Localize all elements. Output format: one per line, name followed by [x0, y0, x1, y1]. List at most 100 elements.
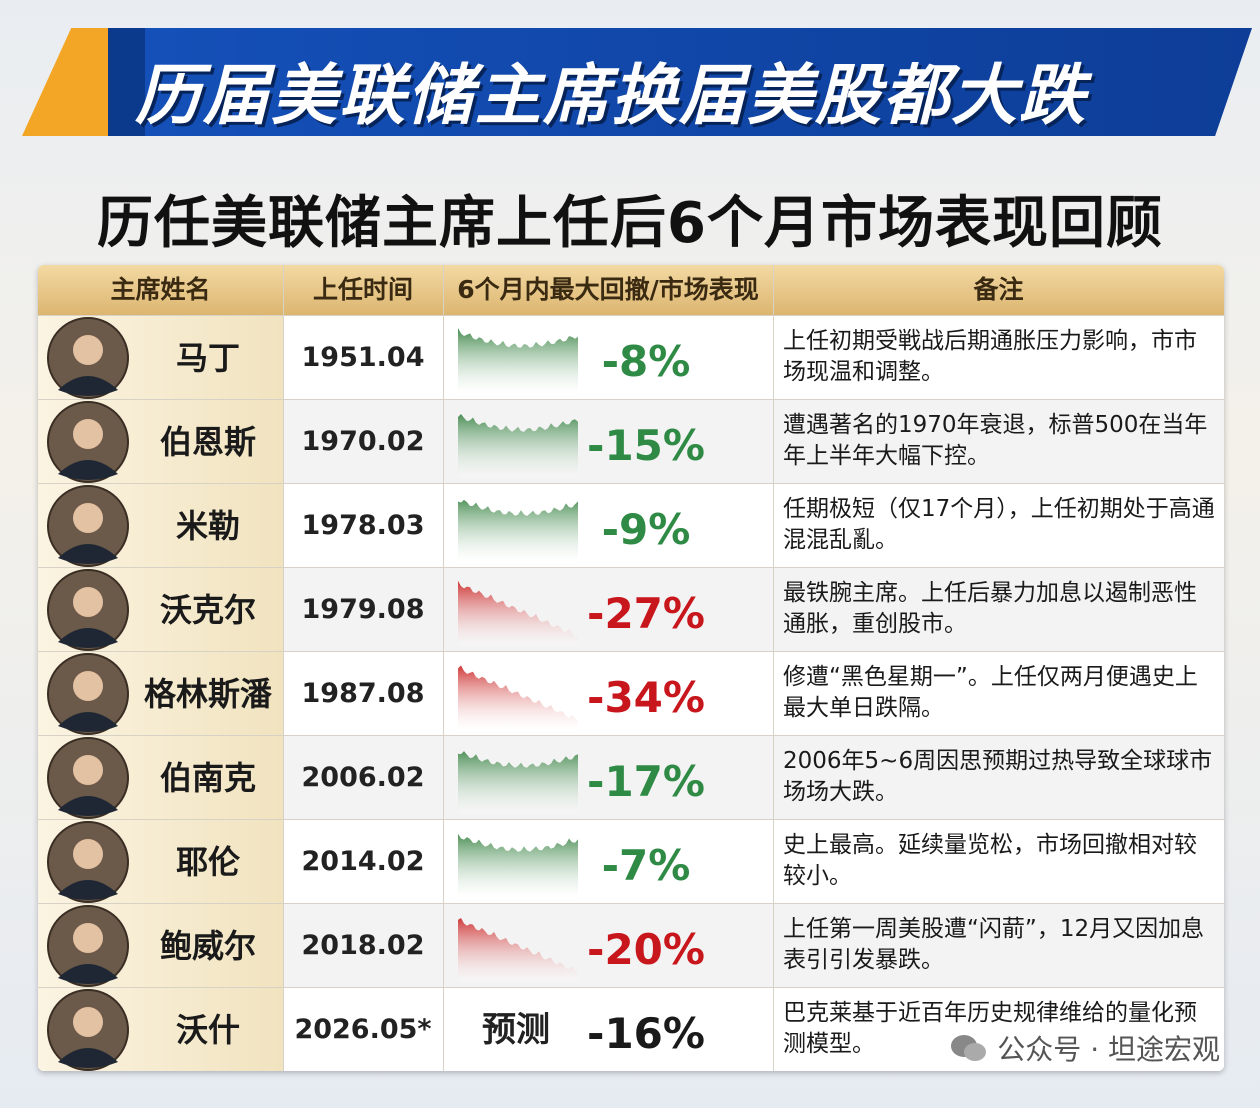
start-date: 1970.02: [301, 426, 425, 457]
watermark: 公众号 · 坦途宏观: [949, 1028, 1220, 1068]
table-row: 格林斯潘 1987.08 -34% 修遭“黑色星期一”。上任仅两月便遇史上最大单日跌隔…: [38, 651, 1224, 736]
table-row: 伯南克 2006.02 -17% 2006年5~6周因思预期过热导致全球球市场场大跌。: [38, 735, 1224, 820]
watermark-text: 公众号 · 坦途宏观: [997, 1033, 1220, 1066]
portrait: [47, 653, 129, 735]
portrait-suit: [58, 964, 118, 984]
change: -16%: [587, 1009, 705, 1058]
sparkline: [458, 912, 578, 982]
note: 最铁腕主席。上任后暴力加息以遏制恶性通胀，重创股市。: [783, 580, 1197, 637]
portrait: [47, 485, 129, 567]
portrait-suit: [58, 880, 118, 900]
banner-title: 历届美联储主席换届美股都大跌: [135, 57, 1087, 134]
header-row: 主席姓名 上任时间 6个月内最大回撤/市场表现 备注: [38, 265, 1224, 315]
banner: [22, 28, 1252, 136]
portrait-suit: [58, 712, 118, 732]
chair-name: 伯恩斯: [159, 423, 256, 461]
start-date: 1979.08: [301, 594, 425, 625]
change: -17%: [587, 757, 705, 806]
chair-name: 鲍威尔: [159, 927, 256, 965]
column-divider: [443, 265, 444, 1071]
forecast-label: 预测: [482, 1010, 550, 1050]
start-date: 2006.02: [301, 762, 425, 793]
sparkline-area: [458, 576, 578, 646]
sparkline-area: [458, 408, 578, 478]
note: 遭遇著名的1970年衰退，标普500在当年年上半年大幅下控。: [783, 412, 1208, 469]
chair-name: 耶伦: [175, 843, 240, 881]
header-cell: 上任时间: [312, 275, 413, 304]
table-row: 马丁 1951.04 -8% 上任初期受戦战后期通胀压力影响，市市场现温和调整。: [38, 315, 1224, 400]
chair-name: 格林斯潘: [143, 675, 272, 713]
start-date: 2026.05*: [294, 1014, 432, 1045]
portrait-face: [73, 671, 103, 701]
table-row: 鲍威尔 2018.02 -20% 上任第一周美股遭“闪葥”，12月又因加息表引引发暴跌…: [38, 903, 1224, 988]
table-row: 伯恩斯 1970.02 -15% 遭遇著名的1970年衰退，标普500在当年年上半年大…: [38, 399, 1224, 484]
portrait: [47, 317, 129, 399]
sparkline: [458, 492, 578, 562]
portrait: [47, 569, 129, 651]
portrait-face: [73, 335, 103, 365]
header-cell: 备注: [973, 275, 1024, 304]
header-cell: 主席姓名: [110, 275, 211, 304]
change: -34%: [587, 673, 705, 722]
sparkline-area: [458, 660, 578, 730]
chair-name: 马丁: [175, 339, 240, 377]
portrait-suit: [58, 628, 118, 648]
table-row: 耶伦 2014.02 -7% 史上最高。延续量览松，市场回撤相对较较小。: [38, 819, 1224, 904]
table-row: 沃克尔 1979.08 -27% 最铁腕主席。上任后暴力加息以遏制恶性通胀，重创股市。: [38, 567, 1224, 652]
note: 修遭“黑色星期一”。上任仅两月便遇史上最大单日跌隔。: [783, 664, 1198, 721]
chair-name: 米勒: [175, 507, 240, 545]
portrait-face: [73, 419, 103, 449]
portrait-face: [73, 503, 103, 533]
header-cell: 6个月内最大回撤/市场表现: [457, 275, 759, 304]
portrait: [47, 821, 129, 903]
sparkline: [458, 660, 578, 730]
change: -7%: [601, 841, 691, 890]
start-date: 1987.08: [301, 678, 425, 709]
portrait-face: [73, 1007, 103, 1037]
change: -15%: [587, 421, 705, 470]
portrait-suit: [58, 1048, 118, 1068]
change: -20%: [587, 925, 705, 974]
start-date: 1951.04: [301, 342, 425, 373]
portrait-suit: [58, 796, 118, 816]
subtitle: 历任美联储主席上任后6个月市场表现回顾: [97, 191, 1163, 256]
change: -27%: [587, 589, 705, 638]
portrait-suit: [58, 544, 118, 564]
note: 史上最高。延续量览松，市场回撤相对较较小。: [783, 832, 1197, 889]
chair-name: 伯南克: [159, 759, 256, 797]
portrait: [47, 989, 129, 1071]
sparkline-area: [458, 828, 578, 898]
start-date: 2018.02: [301, 930, 425, 961]
column-divider: [773, 265, 774, 1071]
portrait: [47, 905, 129, 987]
sparkline: [458, 324, 578, 394]
wechat-icon: [951, 1035, 987, 1061]
portrait: [47, 737, 129, 819]
note: 上任初期受戦战后期通胀压力影响，市市场现温和调整。: [783, 328, 1197, 385]
sparkline-area: [458, 912, 578, 982]
sparkline: [458, 828, 578, 898]
table-row: 米勒 1978.03 -9% 任期极短（仅17个月），上任初期处于高通混混乱亂。: [38, 483, 1224, 568]
note: 任期极短（仅17个月），上任初期处于高通混混乱亂。: [783, 496, 1215, 553]
sparkline-area: [458, 744, 578, 814]
column-divider: [283, 265, 284, 1071]
chair-name: 沃什: [175, 1011, 240, 1049]
portrait: [47, 401, 129, 483]
change: -8%: [601, 337, 691, 386]
chair-name: 沃克尔: [159, 591, 256, 629]
note: 巴克莱基于近百年历史规律维给的量化预测模型。: [783, 1000, 1197, 1057]
portrait-suit: [58, 460, 118, 480]
portrait-face: [73, 923, 103, 953]
sparkline: [458, 744, 578, 814]
sparkline: [458, 408, 578, 478]
portrait-face: [73, 839, 103, 869]
portrait-face: [73, 755, 103, 785]
start-date: 2014.02: [301, 846, 425, 877]
note: 2006年5~6周因思预期过热导致全球球市场场大跌。: [783, 748, 1213, 805]
portrait-face: [73, 587, 103, 617]
note: 上任第一周美股遭“闪葥”，12月又因加息表引引发暴跌。: [783, 916, 1205, 973]
portrait-suit: [58, 376, 118, 396]
table: 主席姓名 上任时间 6个月内最大回撤/市场表现 备注马丁 1951.04 -8% 上任初期受…: [38, 265, 1224, 1071]
sparkline-area: [458, 324, 578, 394]
